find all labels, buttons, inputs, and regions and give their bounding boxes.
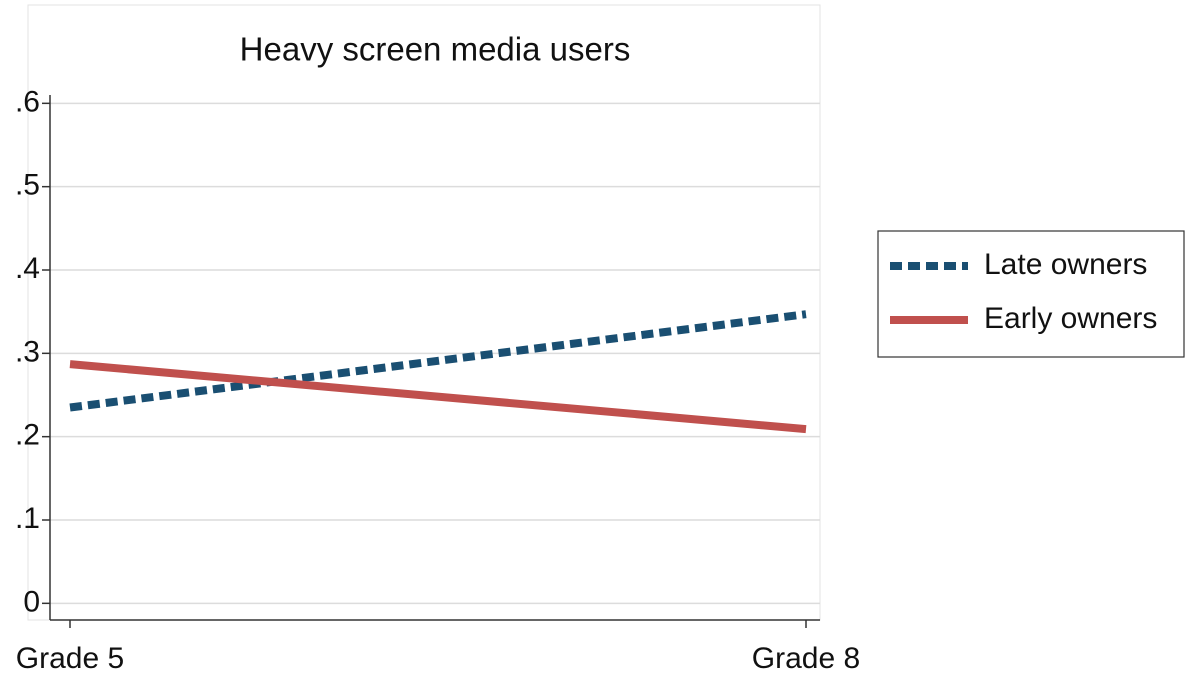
series-line — [69, 310, 807, 412]
x-tick-label: Grade 5 — [16, 642, 124, 674]
legend-box — [877, 230, 1185, 358]
y-tick-label: .3 — [15, 335, 40, 368]
y-tick-label: .4 — [15, 252, 40, 285]
y-tick-label: 0 — [23, 585, 40, 618]
y-tick-label: .1 — [15, 502, 40, 535]
graph-frame — [27, 4, 821, 621]
y-tick-label: .6 — [15, 85, 40, 118]
series-line — [69, 360, 807, 434]
y-tick-label: .2 — [15, 419, 40, 452]
chart-title: Heavy screen media users — [240, 31, 631, 68]
legend-label: Late owners — [984, 248, 1147, 281]
y-tick-label: .5 — [15, 169, 40, 202]
legend-label: Early owners — [984, 302, 1157, 335]
x-tick-label: Grade 8 — [752, 642, 860, 674]
